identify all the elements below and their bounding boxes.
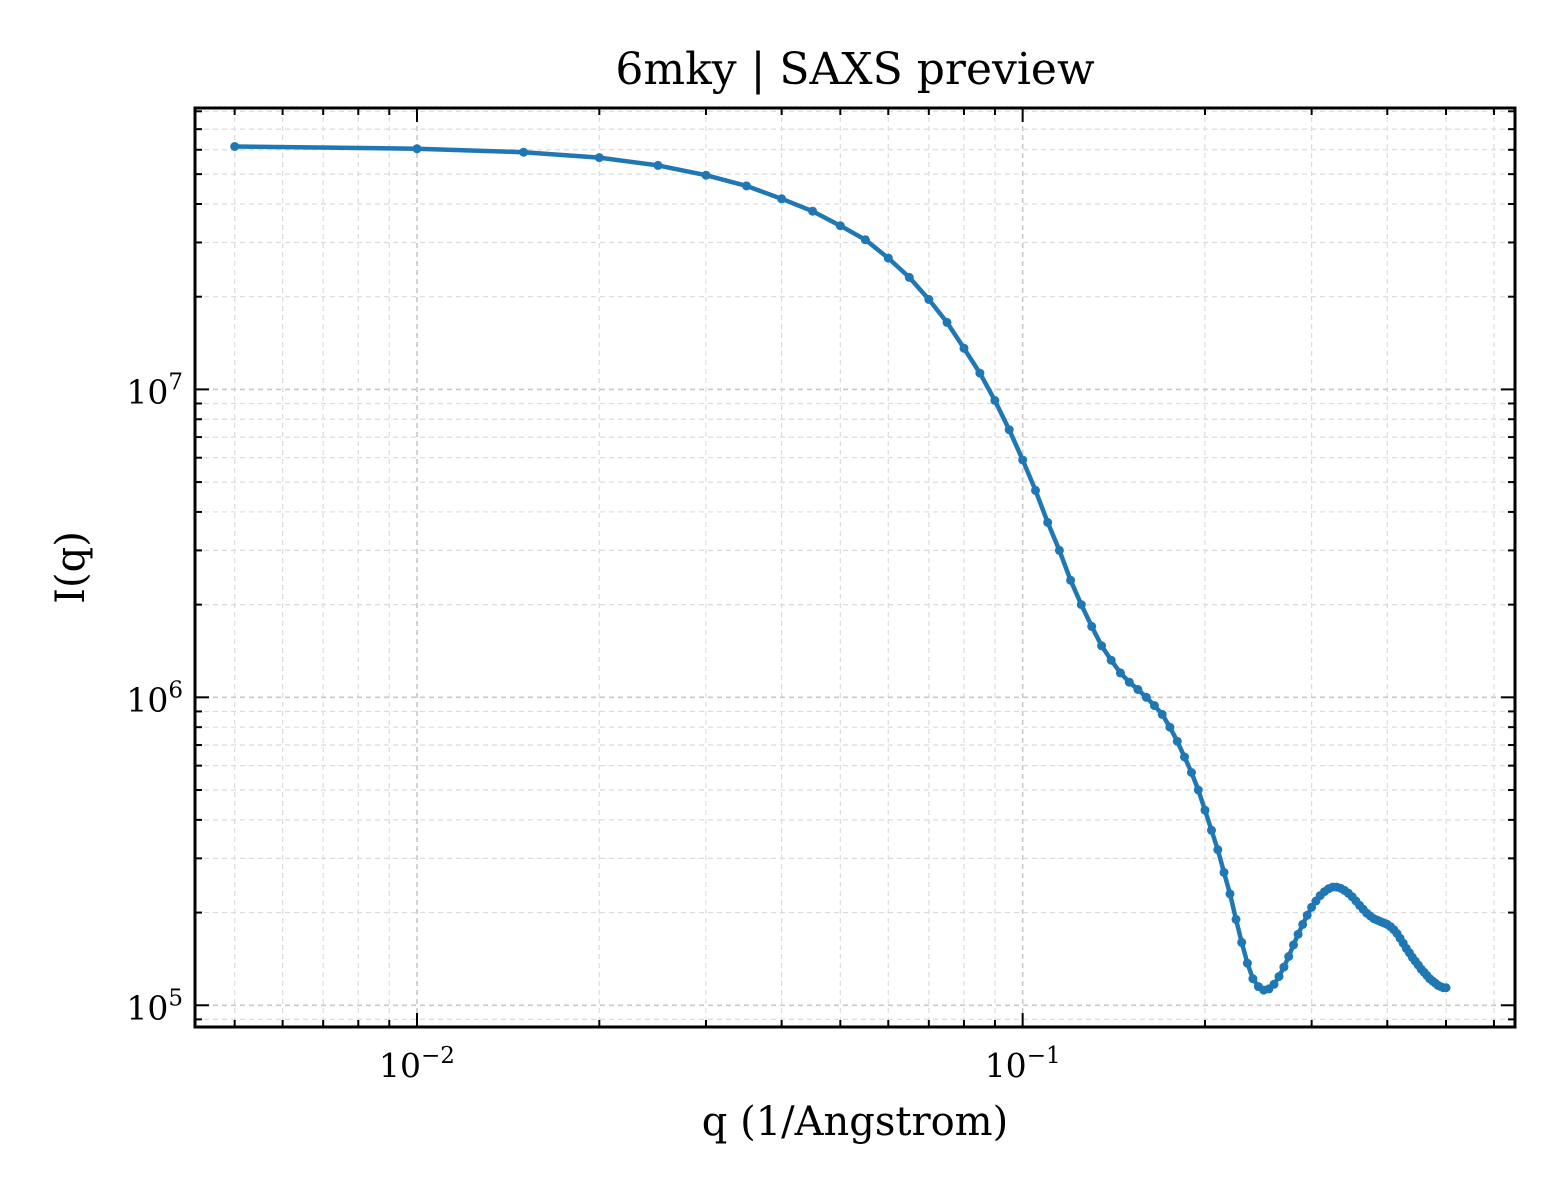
data-point — [1141, 692, 1151, 702]
data-point — [1018, 455, 1028, 465]
data-point — [835, 221, 845, 231]
data-point — [1237, 937, 1247, 947]
data-point — [942, 317, 952, 327]
data-point — [1172, 736, 1182, 746]
data-point — [1200, 805, 1210, 815]
data-point — [1242, 958, 1252, 968]
data-point — [1279, 962, 1289, 972]
data-point — [1180, 752, 1189, 762]
plot-frame — [193, 106, 1517, 1029]
data-point — [1133, 685, 1143, 694]
data-point — [777, 194, 787, 204]
data-point — [808, 206, 818, 216]
data-point — [1274, 972, 1284, 981]
data-point — [1193, 785, 1203, 795]
data-point — [594, 153, 604, 163]
data-point — [990, 396, 1000, 405]
y-tick-label: 106 — [126, 677, 183, 719]
data-point — [975, 368, 985, 378]
data-point — [1097, 641, 1107, 651]
data-point — [1043, 517, 1053, 527]
y-axis-label: I(q) — [48, 531, 94, 604]
data-point — [1076, 600, 1086, 610]
data-point — [1115, 668, 1125, 678]
data-point — [1004, 425, 1014, 435]
x-axis-label: q (1/Angstrom) — [702, 1099, 1008, 1145]
data-point — [1225, 889, 1235, 899]
data-point — [230, 142, 240, 151]
data-point — [1269, 979, 1279, 989]
data-point — [904, 272, 914, 282]
data-point — [1289, 940, 1298, 950]
data-point — [1165, 722, 1175, 732]
data-point — [1087, 621, 1097, 631]
data-point — [653, 160, 663, 170]
data-point — [1124, 677, 1134, 687]
data-point — [924, 294, 934, 304]
x-tick-label: 10−1 — [985, 1043, 1061, 1085]
data-point — [1302, 910, 1312, 920]
data-point — [1231, 914, 1241, 924]
data-point — [1248, 974, 1258, 984]
data-point — [1441, 983, 1451, 993]
grid-layer — [195, 108, 1515, 1027]
y-tick-label: 105 — [126, 985, 183, 1027]
data-point — [1149, 701, 1159, 711]
data-point — [742, 181, 751, 191]
y-tick-label: 107 — [126, 369, 183, 411]
data-point — [519, 147, 529, 157]
data-point — [1213, 845, 1223, 855]
data-point — [1207, 825, 1216, 835]
data-point — [1293, 929, 1303, 939]
data-point — [1298, 919, 1308, 929]
chart-title: 6mky | SAXS preview — [615, 44, 1095, 95]
data-point — [1157, 709, 1167, 719]
data-point — [1187, 768, 1196, 777]
data-point — [959, 343, 969, 353]
data-point — [701, 170, 711, 180]
data-point — [1284, 952, 1294, 961]
data-point — [1219, 867, 1229, 877]
series-layer — [230, 142, 1451, 995]
data-point — [1307, 902, 1317, 912]
data-point — [1066, 575, 1076, 585]
data-point — [860, 235, 870, 245]
data-point — [1031, 485, 1040, 495]
data-point — [1054, 545, 1064, 555]
x-tick-label: 10−2 — [379, 1043, 455, 1085]
data-point — [412, 144, 422, 154]
data-point — [1106, 655, 1116, 665]
data-point — [883, 253, 893, 263]
tick-layer: 10−2 10−1 105 106 107 — [126, 108, 1515, 1085]
